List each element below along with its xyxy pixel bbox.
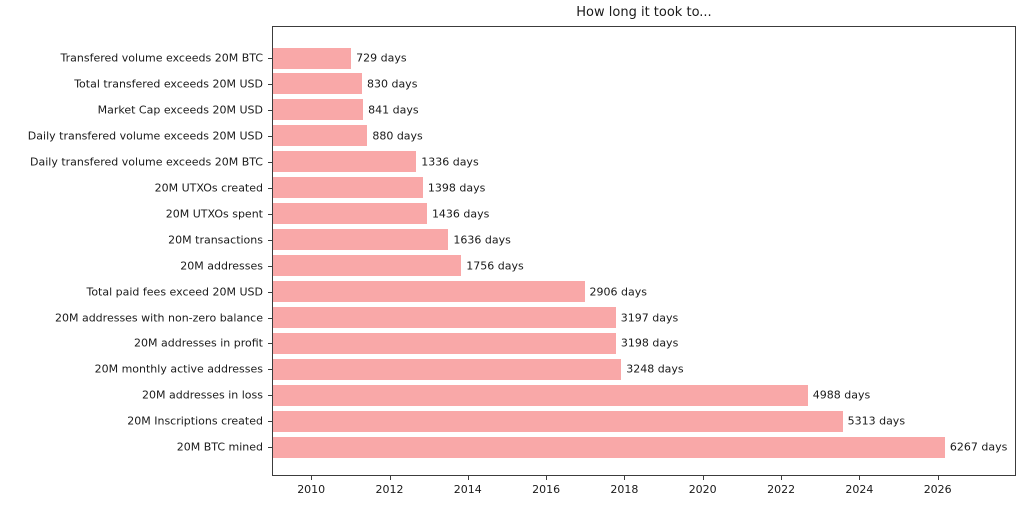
plot-area xyxy=(272,26,1016,476)
bar xyxy=(273,99,364,121)
y-axis-label: 20M BTC mined xyxy=(176,440,263,454)
x-axis-tick-label: 2018 xyxy=(610,483,639,496)
y-axis-label: Market Cap exceeds 20M USD xyxy=(97,103,263,117)
x-axis-tick xyxy=(311,476,313,480)
x-axis-tick-label: 2012 xyxy=(375,483,404,496)
x-axis-tick-label: 2016 xyxy=(532,483,561,496)
bar xyxy=(273,332,616,354)
bar-value-label: 841 days xyxy=(368,103,419,117)
y-axis-tick xyxy=(268,369,272,371)
y-axis-label: 20M addresses in profit xyxy=(134,336,263,350)
y-axis-label: Total transfered exceeds 20M USD xyxy=(74,77,263,91)
y-axis-label: 20M monthly active addresses xyxy=(94,362,263,376)
x-axis-tick xyxy=(546,476,548,480)
y-axis-tick xyxy=(268,265,272,267)
y-axis-label: Daily transfered volume exceeds 20M USD xyxy=(27,129,263,143)
y-axis-label: Total paid fees exceed 20M USD xyxy=(86,285,263,299)
bar xyxy=(273,151,417,173)
x-axis-tick-label: 2020 xyxy=(688,483,717,496)
x-axis-tick xyxy=(859,476,861,480)
y-axis-tick xyxy=(268,109,272,111)
y-axis-tick xyxy=(268,291,272,293)
bar xyxy=(273,203,427,225)
y-axis-label: 20M UTXOs created xyxy=(154,181,263,195)
y-axis-label: 20M transactions xyxy=(168,233,263,247)
x-axis-tick xyxy=(781,476,783,480)
x-axis-tick-label: 2022 xyxy=(767,483,796,496)
bar-value-label: 1398 days xyxy=(427,181,486,195)
y-axis-tick xyxy=(268,187,272,189)
y-axis-tick xyxy=(268,395,272,397)
y-axis-tick xyxy=(268,161,272,163)
y-axis-label: Daily transfered volume exceeds 20M BTC xyxy=(30,155,263,169)
x-axis-tick xyxy=(702,476,704,480)
y-axis-tick xyxy=(268,239,272,241)
y-axis-tick xyxy=(268,421,272,423)
bar xyxy=(273,436,945,458)
bar xyxy=(273,47,352,69)
x-axis-tick-label: 2024 xyxy=(845,483,874,496)
y-axis-tick xyxy=(268,213,272,215)
bar xyxy=(273,307,616,328)
bar-value-label: 830 days xyxy=(366,77,418,91)
x-axis-tick-label: 2010 xyxy=(297,483,326,496)
bar xyxy=(273,73,362,95)
bar xyxy=(273,281,585,303)
bar-value-label: 5313 days xyxy=(847,414,906,428)
bar-value-label: 6267 days xyxy=(949,440,1008,454)
bar-value-label: 3248 days xyxy=(626,362,684,376)
bar-value-label: 2906 days xyxy=(589,285,648,299)
bar xyxy=(273,229,449,251)
y-axis-label: 20M addresses xyxy=(180,259,263,273)
y-axis-tick xyxy=(268,58,272,59)
bar xyxy=(273,177,423,199)
x-axis-tick xyxy=(467,476,469,480)
y-axis-label: 20M addresses with non-zero balance xyxy=(54,311,263,324)
bar-value-label: 4988 days xyxy=(812,388,871,402)
y-axis-tick xyxy=(268,317,272,319)
bar xyxy=(273,125,368,147)
bar-value-label: 1636 days xyxy=(453,233,511,247)
chart-title: How long it took to... xyxy=(576,5,712,20)
x-axis-tick xyxy=(624,476,626,480)
y-axis-label: 20M UTXOs spent xyxy=(165,207,263,221)
bar xyxy=(273,410,843,432)
bar xyxy=(273,384,808,406)
bar-value-label: 1756 days xyxy=(466,259,524,273)
x-axis-tick-label: 2014 xyxy=(453,483,482,496)
bar-value-label: 880 days xyxy=(372,129,423,143)
y-axis-label: Transfered volume exceeds 20M BTC xyxy=(60,51,263,65)
y-axis-label: 20M Inscriptions created xyxy=(127,414,263,428)
x-axis-tick xyxy=(937,476,939,480)
bar xyxy=(273,255,462,277)
y-axis-tick xyxy=(268,135,272,137)
bar-value-label: 1436 days xyxy=(431,207,490,221)
x-axis-tick xyxy=(389,476,391,480)
bar-value-label: 3197 days xyxy=(620,311,679,324)
bar-value-label: 729 days xyxy=(356,51,407,65)
bar-value-label: 1336 days xyxy=(421,155,479,169)
bar-value-label: 3198 days xyxy=(620,336,679,350)
y-axis-tick xyxy=(268,83,272,85)
x-axis-tick-label: 2026 xyxy=(923,483,952,496)
y-axis-tick xyxy=(268,447,272,449)
y-axis-label: 20M addresses in loss xyxy=(142,388,263,402)
bar xyxy=(273,358,622,380)
y-axis-tick xyxy=(268,343,272,345)
